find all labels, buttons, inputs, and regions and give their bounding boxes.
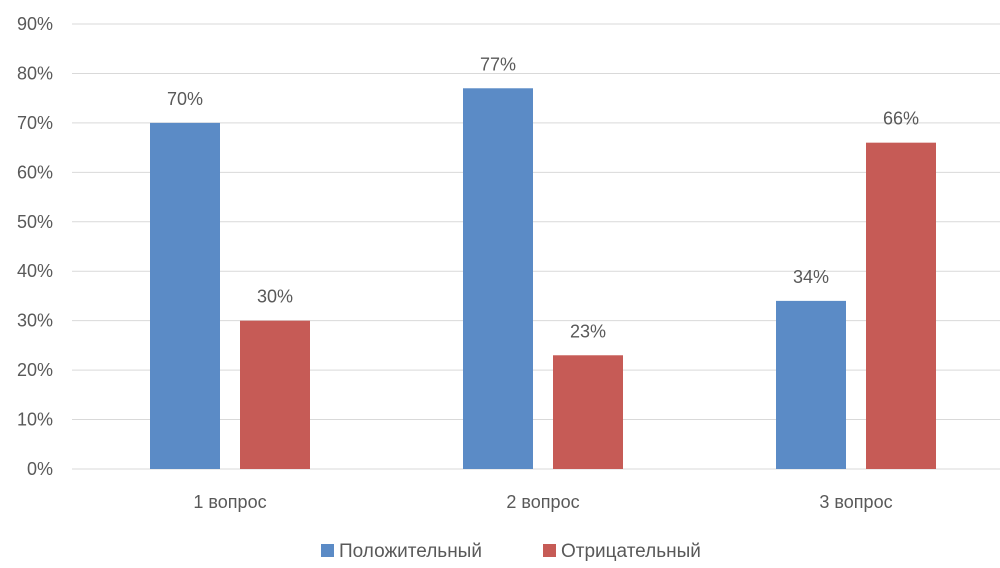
x-category-label: 2 вопрос [506,492,579,512]
x-category-label: 3 вопрос [819,492,892,512]
data-label: 30% [257,287,293,307]
bar-negative-1 [240,320,310,469]
data-labels: 70% 30% 77% 23% 34% 66% [167,54,919,341]
legend-swatch [543,544,556,557]
data-label: 70% [167,89,203,109]
bar-positive-3 [776,300,846,469]
bar-positive-1 [150,122,220,469]
gridlines [72,23,1000,470]
data-label: 66% [883,109,919,129]
y-tick-label: 80% [17,63,53,83]
data-label: 34% [793,267,829,287]
x-axis-category-labels: 1 вопрос 2 вопрос 3 вопрос [193,492,892,512]
bar-negative-2 [553,355,623,469]
bar-positive-2 [463,88,533,470]
y-tick-label: 30% [17,311,53,331]
legend-label: Положительный [339,541,482,562]
y-axis-tick-labels: 0% 10% 20% 30% 40% 50% 60% 70% 80% 90% [17,14,53,479]
y-tick-label: 60% [17,162,53,182]
data-label: 23% [570,321,606,341]
y-tick-label: 40% [17,261,53,281]
y-tick-label: 0% [27,459,53,479]
x-category-label: 1 вопрос [193,492,266,512]
legend-swatch [321,544,334,557]
y-tick-label: 10% [17,410,53,430]
y-tick-label: 50% [17,212,53,232]
bar-negative-3 [866,142,936,469]
legend: Положительный Отрицательный [321,541,701,562]
legend-label: Отрицательный [561,541,701,562]
data-label: 77% [480,54,516,74]
bars [150,88,936,470]
y-tick-label: 20% [17,360,53,380]
y-tick-label: 90% [17,14,53,34]
y-tick-label: 70% [17,113,53,133]
